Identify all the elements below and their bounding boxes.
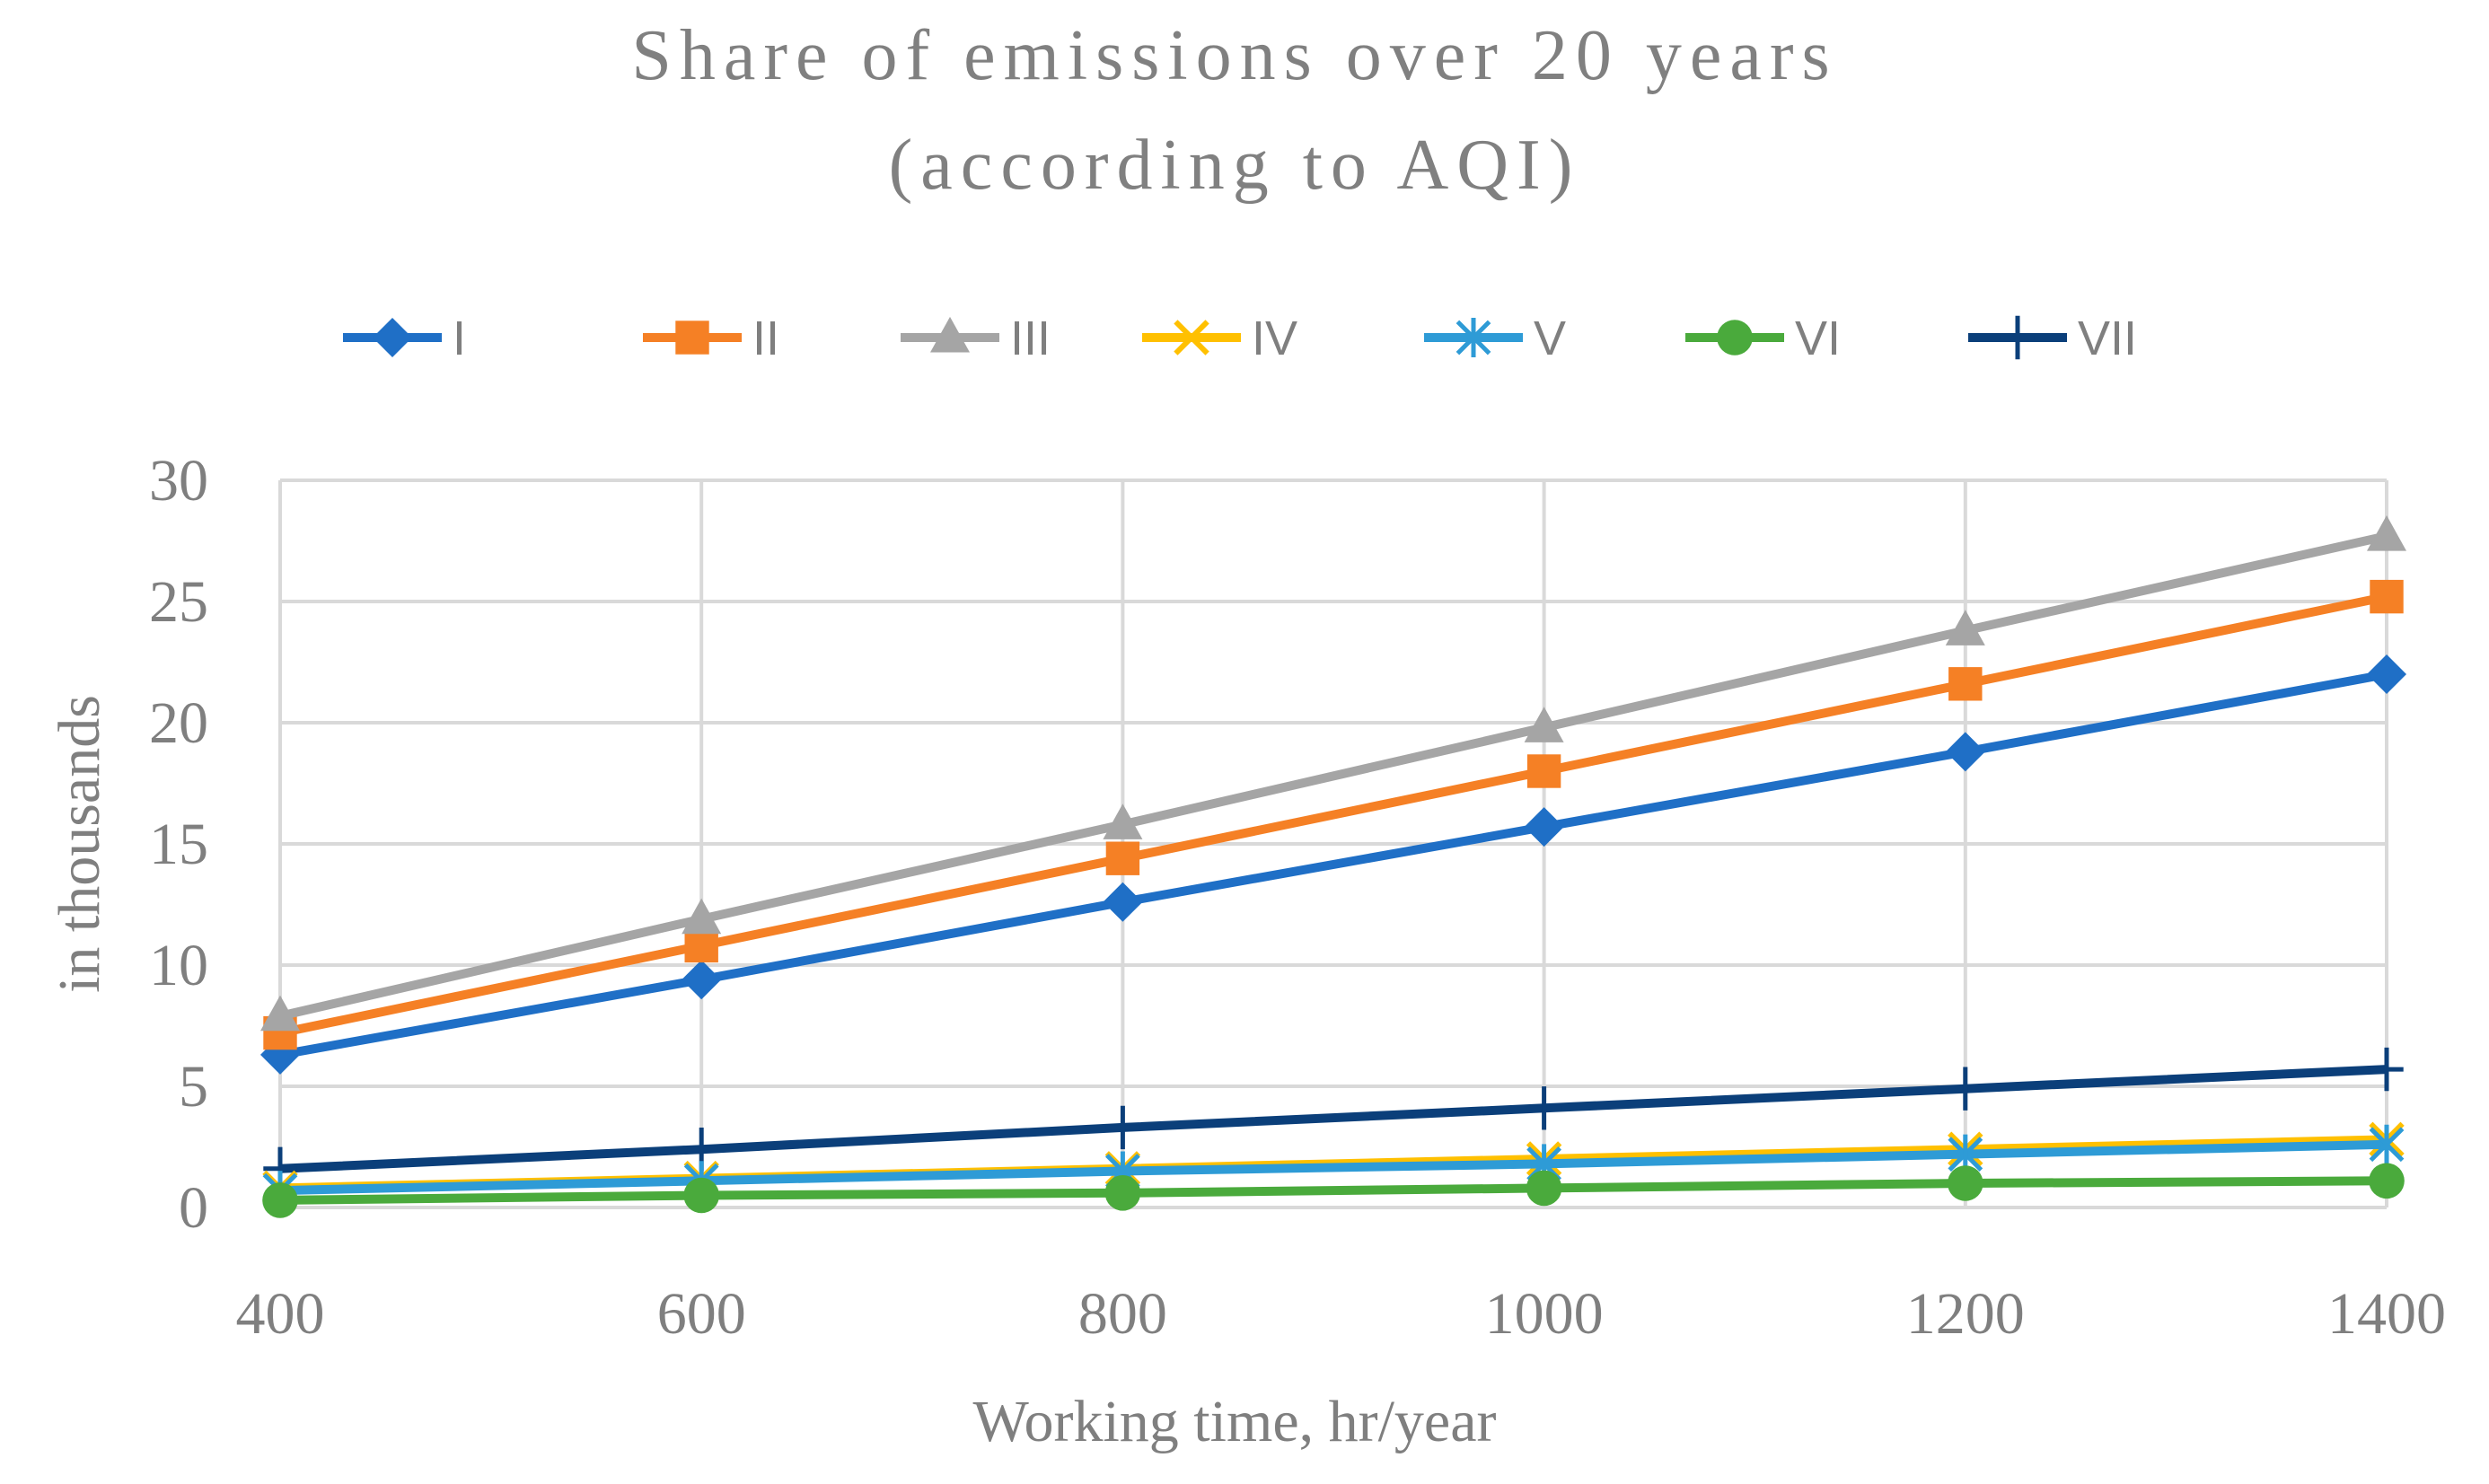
data-point-triangle bbox=[682, 898, 722, 935]
x-tick-label: 1200 bbox=[1906, 1281, 2025, 1347]
chart-title-line-2: (according to AQI) bbox=[889, 126, 1581, 205]
data-point-plus bbox=[1948, 1067, 1983, 1111]
series-line bbox=[279, 1139, 2388, 1196]
y-axis-ticks: 0 5 10 15 20 25 30 bbox=[149, 448, 208, 1241]
y-tick-label: 0 bbox=[179, 1175, 208, 1241]
legend-item-V: V bbox=[1424, 312, 1566, 365]
data-point-diamond bbox=[1524, 807, 1564, 847]
data-point-square bbox=[1526, 754, 1561, 788]
x-axis-title: Working time, hr/year bbox=[972, 1389, 1496, 1454]
x-tick-label: 1000 bbox=[1485, 1281, 1604, 1347]
series-line bbox=[278, 592, 2388, 1038]
series-line bbox=[279, 670, 2388, 1059]
legend-label: IV bbox=[1252, 312, 1297, 365]
data-point-circle bbox=[1948, 1165, 1983, 1201]
series-group bbox=[260, 515, 2406, 1218]
legend: I II III IV V VI VII bbox=[343, 312, 2137, 365]
y-tick-label: 5 bbox=[179, 1054, 208, 1120]
legend-item-I: I bbox=[343, 312, 466, 365]
data-point-diamond bbox=[682, 960, 722, 1000]
data-point-circle bbox=[1717, 320, 1753, 356]
data-point-diamond bbox=[2367, 654, 2406, 694]
data-point-circle bbox=[1526, 1170, 1562, 1207]
chart-title: Share of emissions over 20 years (accord… bbox=[631, 16, 1837, 205]
data-point-diamond bbox=[1945, 732, 1985, 772]
data-point-plus bbox=[2370, 1047, 2404, 1092]
series-VII bbox=[263, 1047, 2404, 1190]
data-point-triangle bbox=[1103, 803, 1143, 839]
series-line bbox=[279, 1065, 2388, 1173]
chart-title-line-1: Share of emissions over 20 years bbox=[631, 16, 1837, 95]
data-point-circle bbox=[1104, 1175, 1141, 1211]
legend-label: VII bbox=[2078, 312, 2137, 365]
x-tick-label: 600 bbox=[657, 1281, 746, 1347]
data-point-triangle bbox=[1524, 707, 1564, 742]
data-point-circle bbox=[2369, 1163, 2405, 1199]
data-point-triangle bbox=[930, 316, 970, 353]
data-point-square bbox=[1948, 667, 1983, 701]
data-point-diamond bbox=[373, 318, 412, 357]
legend-label: I bbox=[453, 312, 466, 365]
data-point-plus bbox=[1526, 1086, 1561, 1130]
legend-item-II: II bbox=[643, 312, 779, 365]
y-tick-label: 25 bbox=[149, 569, 208, 635]
series-III bbox=[260, 515, 2406, 1032]
data-point-square bbox=[684, 928, 718, 963]
data-point-circle bbox=[683, 1177, 719, 1214]
y-tick-label: 10 bbox=[149, 933, 208, 998]
data-point-asterisk bbox=[2369, 1124, 2405, 1164]
legend-item-IV: IV bbox=[1142, 312, 1297, 365]
legend-item-VII: VII bbox=[1968, 312, 2137, 365]
legend-label: V bbox=[1534, 312, 1566, 365]
gridlines bbox=[278, 479, 2388, 1209]
legend-label: III bbox=[1010, 312, 1051, 365]
series-line bbox=[278, 531, 2388, 1021]
series-II bbox=[263, 579, 2404, 1050]
y-tick-label: 30 bbox=[149, 448, 208, 514]
x-tick-label: 400 bbox=[236, 1281, 325, 1347]
series-VI bbox=[262, 1163, 2405, 1218]
x-tick-label: 800 bbox=[1078, 1281, 1167, 1347]
series-line bbox=[279, 1176, 2388, 1205]
data-point-triangle bbox=[1945, 610, 1985, 645]
data-point-plus bbox=[1105, 1105, 1140, 1150]
data-point-square bbox=[1105, 841, 1140, 875]
data-point-square bbox=[2370, 579, 2404, 614]
data-point-triangle bbox=[260, 995, 300, 1032]
data-point-plus bbox=[2001, 315, 2035, 360]
x-tick-label: 1400 bbox=[2327, 1281, 2446, 1347]
legend-label: VI bbox=[1795, 312, 1841, 365]
data-point-circle bbox=[262, 1182, 298, 1218]
legend-item-III: III bbox=[901, 312, 1051, 365]
legend-label: II bbox=[752, 312, 779, 365]
y-axis-title: in thousands bbox=[47, 695, 112, 993]
data-point-x bbox=[1174, 320, 1209, 356]
y-tick-label: 15 bbox=[149, 812, 208, 877]
data-point-square bbox=[675, 321, 709, 355]
data-point-triangle bbox=[2367, 515, 2406, 551]
series-I bbox=[260, 654, 2406, 1075]
y-tick-label: 20 bbox=[149, 690, 208, 756]
legend-item-VI: VI bbox=[1685, 312, 1841, 365]
data-point-asterisk bbox=[1456, 318, 1491, 357]
x-axis-ticks: 400 600 800 1000 1200 1400 bbox=[236, 1281, 2447, 1347]
data-point-diamond bbox=[1103, 882, 1143, 922]
